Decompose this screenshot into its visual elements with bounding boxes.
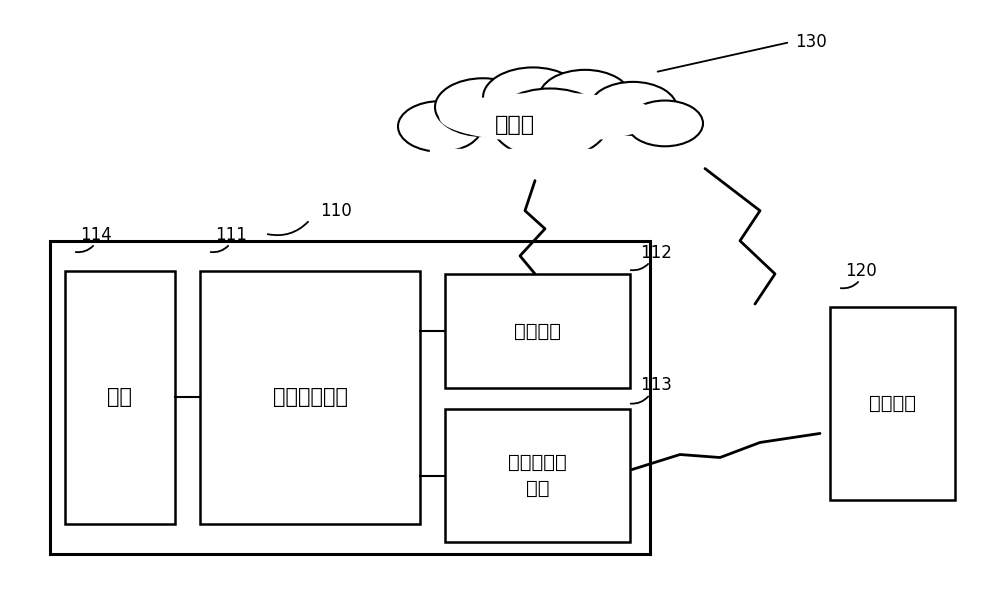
Text: 111: 111	[215, 226, 247, 244]
Circle shape	[539, 70, 631, 125]
Bar	[430, 149, 675, 166]
Bar	[50, 241, 650, 554]
Circle shape	[398, 101, 482, 152]
Ellipse shape	[440, 93, 660, 141]
Bar	[445, 409, 630, 542]
Text: 远传模块: 远传模块	[514, 321, 561, 341]
Text: 113: 113	[640, 376, 672, 394]
Text: 近距离通信
模块: 近距离通信 模块	[508, 453, 567, 498]
Text: 114: 114	[80, 226, 112, 244]
Bar	[65, 271, 175, 524]
Bar	[445, 274, 630, 388]
Text: 中央处理单元: 中央处理单元	[272, 387, 348, 408]
Text: 110: 110	[320, 202, 352, 220]
Circle shape	[627, 101, 703, 146]
Circle shape	[492, 88, 608, 158]
Circle shape	[589, 82, 677, 135]
Bar	[830, 307, 955, 500]
Circle shape	[435, 78, 531, 136]
Text: 120: 120	[845, 262, 877, 280]
Circle shape	[483, 67, 583, 128]
Bar	[200, 271, 420, 524]
Text: 电池: 电池	[108, 387, 132, 408]
Text: 服务器: 服务器	[495, 115, 535, 135]
Text: 移动终端: 移动终端	[869, 394, 916, 413]
Ellipse shape	[420, 78, 680, 150]
Text: 130: 130	[795, 33, 827, 51]
Text: 112: 112	[640, 244, 672, 262]
